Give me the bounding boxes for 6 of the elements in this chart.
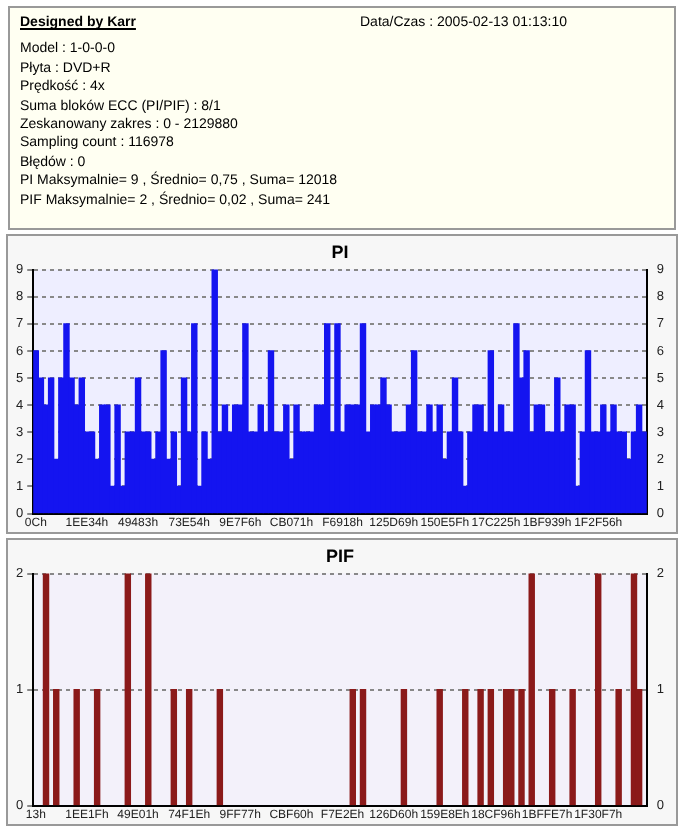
- bar: [554, 377, 561, 514]
- chart-title: PIF: [325, 545, 355, 566]
- bar: [160, 350, 167, 514]
- bar: [242, 323, 249, 514]
- chart-title: PI: [331, 241, 349, 262]
- bar: [569, 404, 576, 514]
